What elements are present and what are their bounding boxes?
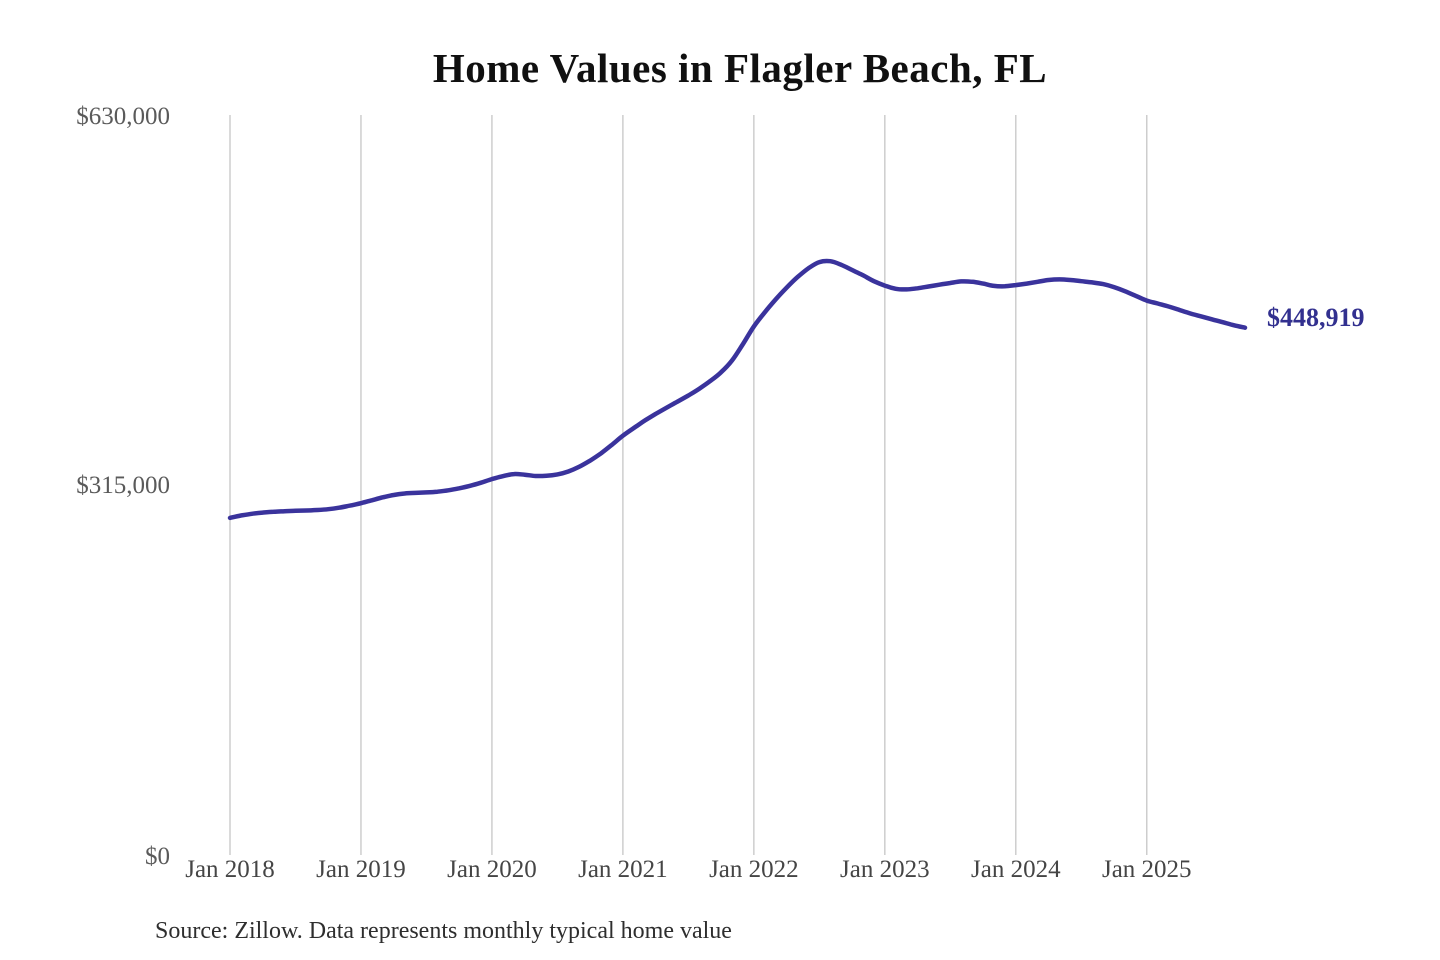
y-axis-tick-label-315k: $315,000: [76, 472, 170, 499]
x-axis-tick-label-jan-2023: Jan 2023: [840, 856, 930, 883]
y-axis-tick-label-0: $0: [145, 843, 170, 870]
x-axis-tick-label-jan-2024: Jan 2024: [971, 856, 1061, 883]
home-value-line: [227, 258, 1248, 521]
latest-value-label: $448,919: [1267, 303, 1365, 332]
source-note: Source: Zillow. Data represents monthly …: [155, 918, 732, 944]
chart-title: Home Values in Flagler Beach, FL: [432, 45, 1048, 91]
x-axis-tick-label-jan-2019: Jan 2019: [316, 856, 406, 883]
x-axis-tick-label-jan-2018: Jan 2018: [185, 856, 275, 883]
y-axis-tick-label-630k: $630,000: [76, 103, 170, 130]
x-axis-tick-label-jan-2022: Jan 2022: [709, 856, 799, 883]
x-axis-tick-label-jan-2020: Jan 2020: [447, 856, 537, 883]
x-axis-tick-label-jan-2025: Jan 2025: [1101, 856, 1192, 883]
x-axis-tick-label-jan-2021: Jan 2021: [578, 856, 668, 883]
